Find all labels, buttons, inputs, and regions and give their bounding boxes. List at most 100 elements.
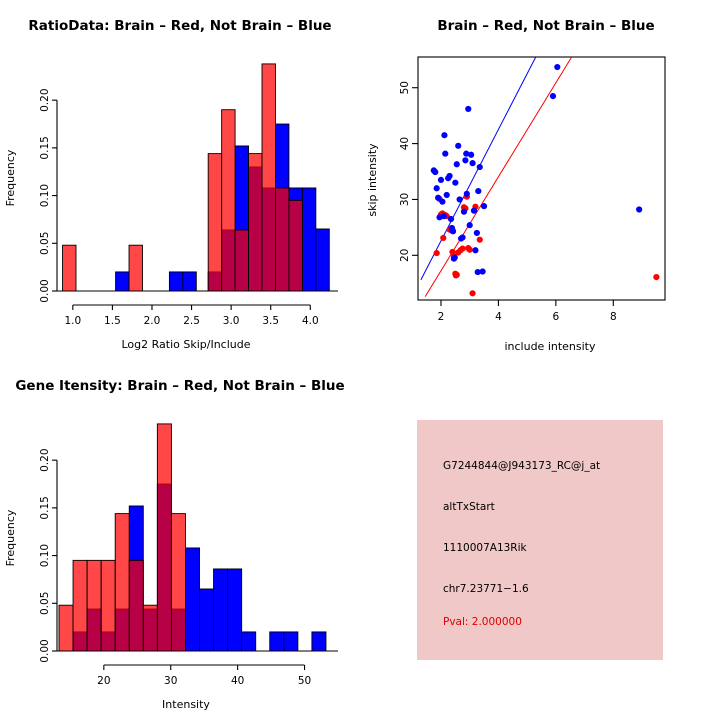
ratio-histogram-title: RatioData: Brain – Red, Not Brain – Blue [28, 18, 331, 34]
x-tick-label: 2.5 [183, 315, 200, 327]
scatter-point [459, 234, 466, 241]
histogram-bar [114, 513, 130, 652]
histogram-bar [199, 588, 215, 652]
histogram-bar [269, 631, 285, 652]
x-tick-label: 50 [298, 675, 311, 687]
panel-ratio-histogram: RatioData: Brain – Red, Not Brain – Blue… [0, 0, 360, 360]
scatter-point [459, 245, 466, 252]
histogram-bar [170, 513, 186, 652]
scatter-point [636, 206, 643, 213]
scatter-svg: Brain – Red, Not Brain – Blue 20 30 40 50 2 4… [366, 18, 666, 353]
y-tick-label: 0.20 [39, 88, 51, 111]
gene-symbol-text: 1110007A13Rik [443, 542, 527, 554]
x-tick-label: 3.0 [223, 315, 240, 327]
y-tick-label: 20 [399, 249, 411, 262]
histogram-bar [86, 559, 102, 652]
scatter-point [475, 187, 482, 195]
scatter-point [446, 172, 453, 180]
x-tick-label: 1.0 [64, 315, 81, 327]
y-tick-label: 0.00 [39, 279, 51, 302]
histogram-bar [72, 559, 88, 652]
annotation-info-box: G7244844@J943173_RC@j_at altTxStart 1110… [417, 420, 663, 660]
scatter-title: Brain – Red, Not Brain – Blue [437, 18, 654, 34]
scatter-point [443, 191, 450, 199]
scatter-point [463, 190, 470, 197]
histogram-bar [311, 631, 327, 652]
histogram-bar [156, 423, 172, 652]
x-tick-label: 2 [438, 311, 445, 323]
histogram-bar [275, 187, 290, 292]
ratio-histogram-plot-area: 0.00 0.05 0.10 0.15 0.20 1.0 1.5 2.0 2.5 3.0 3.5 4.… [39, 63, 338, 327]
histogram-bar [100, 559, 116, 652]
scatter-point [554, 63, 561, 71]
y-tick-label: 0.15 [39, 136, 51, 159]
scatter-point [465, 105, 472, 113]
scatter-point [473, 229, 480, 237]
histogram-bar [213, 568, 229, 652]
histogram-bar [142, 604, 158, 652]
histogram-bar [283, 631, 299, 652]
panel-annotation-info: G7244844@J943173_RC@j_at altTxStart 1110… [360, 360, 720, 720]
histogram-bar [227, 568, 243, 652]
y-tick-label: 0.20 [39, 448, 51, 471]
y-tick-label: 0.10 [39, 184, 51, 207]
scatter-point [447, 215, 455, 223]
gene-histogram-title: Gene Itensity: Brain – Red, Not Brain – … [15, 378, 344, 394]
scatter-point [440, 213, 447, 220]
pval-text: Pval: 2.000000 [443, 616, 522, 628]
histogram-bar [234, 229, 250, 292]
probe-id-text: G7244844@J943173_RC@j_at [443, 460, 601, 472]
scatter-point [435, 194, 442, 201]
scatter-point [456, 196, 463, 203]
x-tick-label: 4 [495, 311, 502, 323]
scatter-point [470, 207, 478, 214]
histogram-bar [261, 63, 276, 292]
ratio-histogram-svg: RatioData: Brain – Red, Not Brain – Blue… [4, 18, 338, 351]
scatter-point [653, 273, 660, 281]
y-tick-label: 0.15 [39, 496, 51, 519]
scatter-point [480, 203, 488, 210]
gene-histogram-ylabel: Frequency [4, 509, 17, 566]
gene-histogram-xlabel: Intensity [162, 698, 210, 711]
y-tick-label: 50 [399, 81, 411, 94]
x-tick-label: 2.0 [144, 315, 161, 327]
histogram-bar [301, 187, 317, 292]
x-tick-label: 40 [231, 675, 244, 687]
scatter-point [476, 163, 483, 171]
scatter-point [453, 271, 460, 278]
scatter-point [472, 247, 479, 254]
histogram-bar [182, 271, 197, 292]
scatter-point [452, 179, 459, 186]
histogram-bar [241, 631, 257, 652]
scatter-plot-frame [417, 56, 666, 301]
regression-line [424, 57, 573, 297]
histogram-bar [128, 244, 143, 292]
x-tick-label: 4.0 [302, 315, 319, 327]
scatter-ylabel: skip intensity [366, 143, 379, 217]
scatter-point [476, 236, 483, 243]
scatter-point [442, 150, 449, 157]
panel-gene-histogram: Gene Itensity: Brain – Red, Not Brain – … [0, 360, 360, 720]
histogram-bar [221, 109, 236, 292]
scatter-point [432, 168, 439, 176]
scatter-point [451, 254, 458, 261]
y-tick-label: 0.05 [39, 592, 51, 615]
histogram-bar [288, 199, 303, 292]
gene-histogram-plot-area: 0.00 0.05 0.10 0.15 0.20 20 30 40 50 [39, 423, 338, 687]
ratio-histogram-xlabel: Log2 Ratio Skip/Include [121, 338, 250, 351]
scatter-point [462, 157, 469, 164]
scatter-point [449, 228, 457, 235]
histogram-bar [128, 559, 144, 652]
scatter-point [466, 222, 473, 229]
scatter-point [469, 160, 476, 167]
x-tick-label: 20 [97, 675, 110, 687]
y-tick-label: 0.00 [39, 639, 51, 662]
scatter-point [455, 142, 462, 149]
ratio-histogram-ylabel: Frequency [4, 149, 17, 206]
y-tick-label: 30 [399, 193, 411, 206]
x-tick-label: 3.5 [262, 315, 279, 327]
scatter-point [441, 132, 448, 139]
histogram-bar [168, 271, 184, 292]
locus-text: chr7.23771−1.6 [443, 583, 529, 595]
scatter-point [474, 268, 481, 276]
